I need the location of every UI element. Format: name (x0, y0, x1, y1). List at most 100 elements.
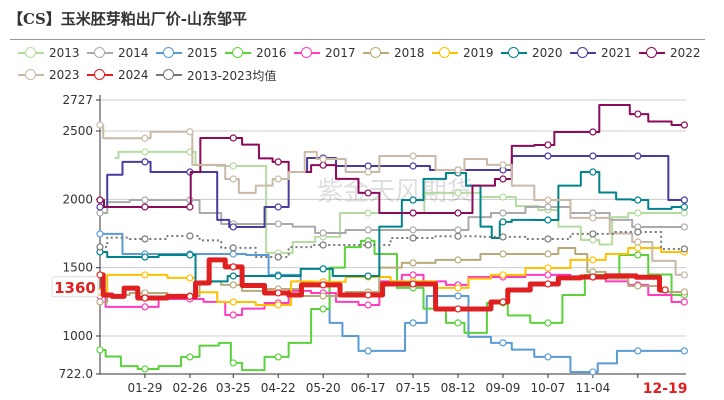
legend-item[interactable]: 2013-2023均值 (156, 67, 296, 84)
legend-line-circle-icon (294, 47, 320, 59)
data-point (634, 238, 642, 246)
legend-line-circle-icon (18, 47, 44, 59)
data-point (96, 209, 104, 217)
data-point (634, 196, 642, 204)
data-point (499, 175, 507, 183)
data-point (229, 162, 237, 170)
x-tick-label: 09-09 (486, 381, 521, 395)
data-point (544, 203, 552, 211)
legend-item[interactable]: 2023 (18, 68, 87, 82)
x-tick-label: 06-17 (351, 381, 386, 395)
series-2013-2023均值 (96, 228, 688, 261)
y-tick-label: 2727 (62, 93, 93, 107)
data-point (96, 121, 104, 129)
title-divider (10, 39, 705, 40)
data-point (499, 193, 507, 201)
x-tick-label: 07-15 (396, 381, 431, 395)
data-point (229, 298, 237, 306)
legend-item[interactable]: 2017 (294, 46, 363, 60)
legend-item[interactable]: 2020 (501, 46, 570, 60)
legend-line-circle-icon (363, 47, 389, 59)
legend-item[interactable]: 2024 (87, 68, 156, 82)
series-line (100, 124, 685, 276)
legend-label: 2024 (118, 68, 149, 82)
data-point (364, 272, 372, 280)
data-point (229, 250, 237, 258)
legend-label: 2022 (670, 46, 701, 60)
data-point (364, 301, 372, 309)
legend-label: 2017 (325, 46, 356, 60)
legend-line-circle-icon (432, 47, 458, 59)
data-point (229, 272, 237, 280)
legend-label: 2020 (532, 46, 563, 60)
data-point (274, 289, 282, 297)
data-point (96, 271, 104, 279)
data-point (319, 229, 327, 237)
data-point (141, 196, 149, 204)
legend-item[interactable]: 2022 (639, 46, 708, 60)
data-point (229, 311, 237, 319)
data-point (589, 368, 597, 376)
legend-item[interactable]: 2019 (432, 46, 501, 60)
legend-item[interactable]: 2018 (363, 46, 432, 60)
legend-item[interactable]: 2013 (18, 46, 87, 60)
data-point (589, 236, 597, 244)
data-point (589, 273, 597, 281)
data-point (409, 226, 417, 234)
data-point (589, 214, 597, 222)
data-point (544, 319, 552, 327)
data-point (544, 353, 552, 361)
legend-label: 2013-2023均值 (187, 68, 277, 83)
data-point (229, 359, 237, 367)
data-point (409, 152, 417, 160)
data-point (229, 223, 237, 231)
series-2015 (96, 230, 688, 376)
data-point (680, 203, 688, 211)
series-2023 (96, 121, 688, 279)
data-point (499, 339, 507, 347)
data-point (544, 152, 552, 160)
data-point (364, 347, 372, 355)
data-point (634, 347, 642, 355)
data-point (634, 228, 642, 236)
legend-label: 2023 (49, 68, 80, 82)
data-point (544, 196, 552, 204)
legend-label: 2021 (601, 46, 632, 60)
legend: 2013 2014 2015 2016 2017 2018 2019 2020 2021 2022… (18, 42, 718, 86)
legend-item[interactable]: 2015 (156, 46, 225, 60)
data-point (589, 230, 597, 238)
y-tick-label: 722.0 (59, 367, 93, 381)
series-2024 (96, 257, 669, 313)
data-point (454, 292, 462, 300)
data-point (409, 234, 417, 242)
data-point (186, 203, 194, 211)
x-current-label: 12-19 (643, 381, 688, 397)
data-point (319, 305, 327, 313)
data-point (544, 280, 552, 288)
legend-label: 2014 (118, 46, 149, 60)
x-tick-label: 08-12 (441, 381, 476, 395)
data-point (499, 209, 507, 217)
data-point (186, 292, 194, 300)
data-point (544, 271, 552, 279)
data-point (364, 209, 372, 217)
data-point (96, 230, 104, 238)
series-2016 (96, 237, 688, 373)
data-point (409, 271, 417, 279)
data-point (229, 244, 237, 252)
data-point (454, 305, 462, 313)
data-point (96, 243, 104, 251)
legend-item[interactable]: 2016 (225, 46, 294, 60)
data-point (364, 168, 372, 176)
series-line (100, 155, 685, 228)
data-point (454, 232, 462, 240)
legend-line-circle-icon (501, 47, 527, 59)
data-point (229, 134, 237, 142)
x-tick-label: 11-04 (575, 381, 610, 395)
legend-item[interactable]: 2014 (87, 46, 156, 60)
legend-item[interactable]: 2021 (570, 46, 639, 60)
y-tick-label: 1500 (62, 261, 93, 275)
data-point (274, 158, 282, 166)
data-point (96, 298, 104, 306)
